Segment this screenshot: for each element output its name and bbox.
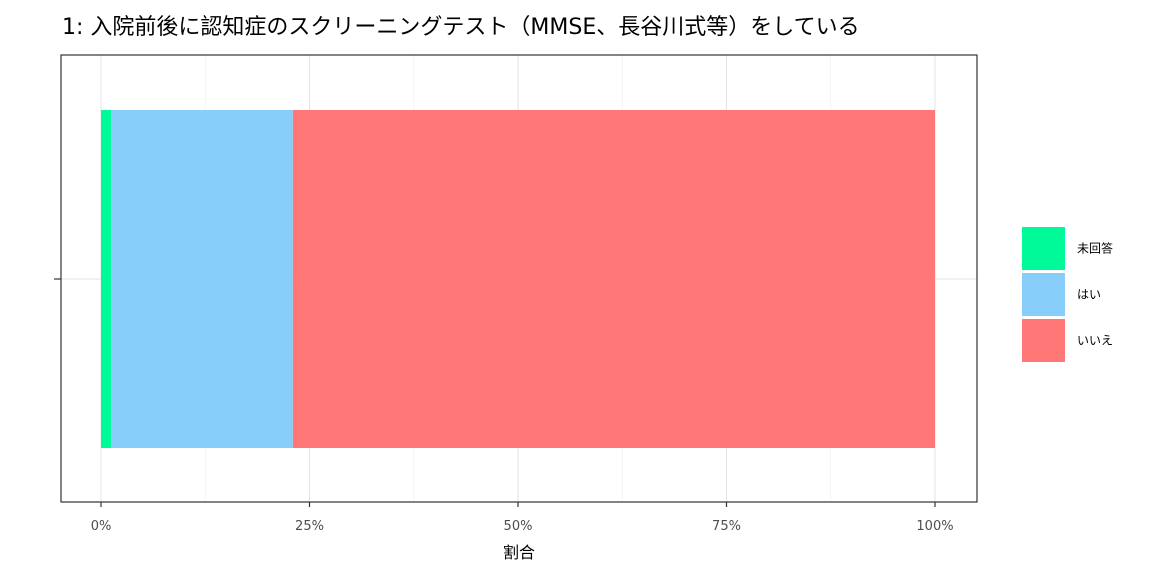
- x-tick-label: 100%: [916, 519, 953, 534]
- legend-key-3: [1022, 319, 1065, 362]
- x-axis-ticks: 0% 25% 50% 75% 100%: [91, 502, 954, 534]
- x-tick-label: 25%: [295, 519, 324, 534]
- bar-segment-2: [111, 110, 293, 448]
- bars: [101, 110, 935, 448]
- bar-segment-3: [292, 110, 935, 448]
- legend-key-1: [1022, 227, 1065, 270]
- legend-label-1: 未回答: [1077, 241, 1113, 256]
- x-tick-label: 50%: [504, 519, 533, 534]
- x-axis-title: 割合: [503, 543, 535, 562]
- legend-key-2: [1022, 273, 1065, 316]
- chart-title: 1: 入院前後に認知症のスクリーニングテスト（MMSE、長谷川式等）をしている: [62, 15, 860, 40]
- bar-segment-1: [101, 110, 112, 448]
- x-tick-label: 0%: [91, 519, 112, 534]
- legend-label-3: いいえ: [1077, 334, 1113, 348]
- plot-panel: [54, 54, 978, 503]
- legend-label-2: はい: [1077, 288, 1101, 302]
- x-tick-label: 75%: [712, 519, 741, 534]
